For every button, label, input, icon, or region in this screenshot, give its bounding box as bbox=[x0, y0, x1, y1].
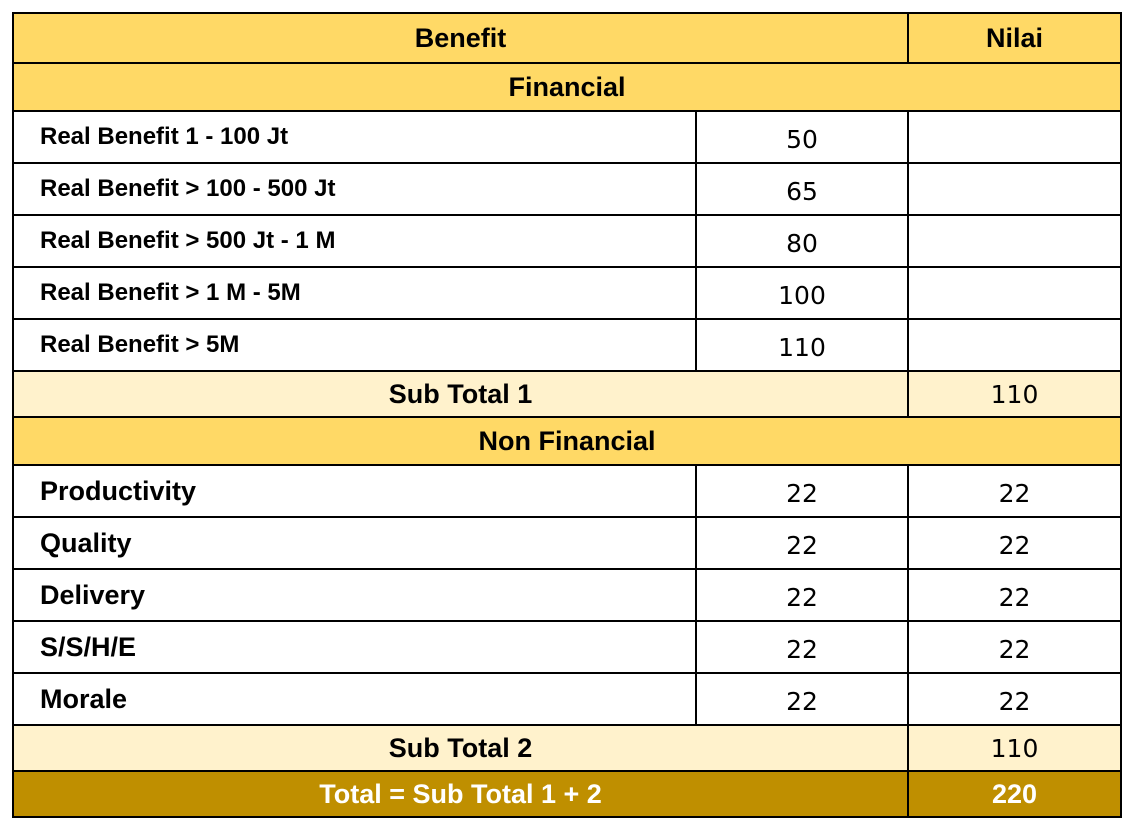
row-label: Real Benefit > 100 - 500 Jt bbox=[12, 162, 697, 216]
row-nilai: 22 bbox=[907, 672, 1123, 726]
total-value: 220 bbox=[907, 770, 1123, 818]
section-row-non-financial: Non Financial bbox=[11, 416, 1123, 466]
row-value: 22 bbox=[694, 620, 910, 674]
row-label: Real Benefit > 500 Jt - 1 M bbox=[12, 214, 697, 268]
header-row: Benefit Nilai bbox=[11, 12, 1123, 64]
section-title-non-financial: Non Financial bbox=[11, 416, 1123, 466]
table-row: Productivity 22 22 bbox=[12, 464, 1123, 518]
total-row: Total = Sub Total 1 + 2 220 bbox=[11, 770, 1123, 818]
table-row: Delivery 22 22 bbox=[12, 568, 1123, 622]
row-label: Real Benefit > 1 M - 5M bbox=[12, 266, 697, 320]
table-row: Real Benefit 1 - 100 Jt 50 bbox=[12, 110, 1123, 164]
subtotal-1-value: 110 bbox=[907, 370, 1123, 418]
row-label: Delivery bbox=[12, 568, 697, 622]
row-label: Real Benefit 1 - 100 Jt bbox=[12, 110, 697, 164]
row-nilai: 22 bbox=[907, 568, 1123, 622]
table-row: Morale 22 22 bbox=[12, 672, 1123, 726]
row-value: 22 bbox=[694, 672, 910, 726]
row-label: Quality bbox=[12, 516, 697, 570]
table-row: Quality 22 22 bbox=[12, 516, 1123, 570]
subtotal-2-value: 110 bbox=[907, 724, 1123, 772]
table-row: S/S/H/E 22 22 bbox=[12, 620, 1123, 674]
row-nilai: 22 bbox=[907, 516, 1123, 570]
row-value: 80 bbox=[694, 214, 910, 268]
benefit-table: Benefit Nilai Financial Real Benefit 1 -… bbox=[11, 12, 1123, 818]
row-value: 22 bbox=[694, 568, 910, 622]
row-label: Productivity bbox=[12, 464, 697, 518]
row-value: 50 bbox=[694, 110, 910, 164]
row-nilai bbox=[907, 266, 1123, 320]
row-nilai: 22 bbox=[907, 620, 1123, 674]
row-nilai bbox=[907, 318, 1123, 372]
row-value: 65 bbox=[694, 162, 910, 216]
row-label: Morale bbox=[12, 672, 697, 726]
table-row: Real Benefit > 100 - 500 Jt 65 bbox=[12, 162, 1123, 216]
row-value: 110 bbox=[694, 318, 910, 372]
subtotal-row-1: Sub Total 1 110 bbox=[11, 370, 1123, 418]
table-row: Real Benefit > 5M 110 bbox=[12, 318, 1123, 372]
row-label: S/S/H/E bbox=[12, 620, 697, 674]
section-row-financial: Financial bbox=[11, 62, 1123, 112]
header-nilai: Nilai bbox=[907, 12, 1123, 64]
subtotal-2-label: Sub Total 2 bbox=[11, 724, 910, 772]
row-value: 22 bbox=[694, 464, 910, 518]
row-value: 22 bbox=[694, 516, 910, 570]
row-value: 100 bbox=[694, 266, 910, 320]
row-nilai: 22 bbox=[907, 464, 1123, 518]
total-label: Total = Sub Total 1 + 2 bbox=[11, 770, 910, 818]
header-benefit: Benefit bbox=[11, 12, 910, 64]
table-row: Real Benefit > 500 Jt - 1 M 80 bbox=[12, 214, 1123, 268]
row-nilai bbox=[907, 110, 1123, 164]
row-label: Real Benefit > 5M bbox=[12, 318, 697, 372]
table-row: Real Benefit > 1 M - 5M 100 bbox=[12, 266, 1123, 320]
subtotal-1-label: Sub Total 1 bbox=[11, 370, 910, 418]
section-title-financial: Financial bbox=[11, 62, 1123, 112]
subtotal-row-2: Sub Total 2 110 bbox=[11, 724, 1123, 772]
row-nilai bbox=[907, 214, 1123, 268]
row-nilai bbox=[907, 162, 1123, 216]
